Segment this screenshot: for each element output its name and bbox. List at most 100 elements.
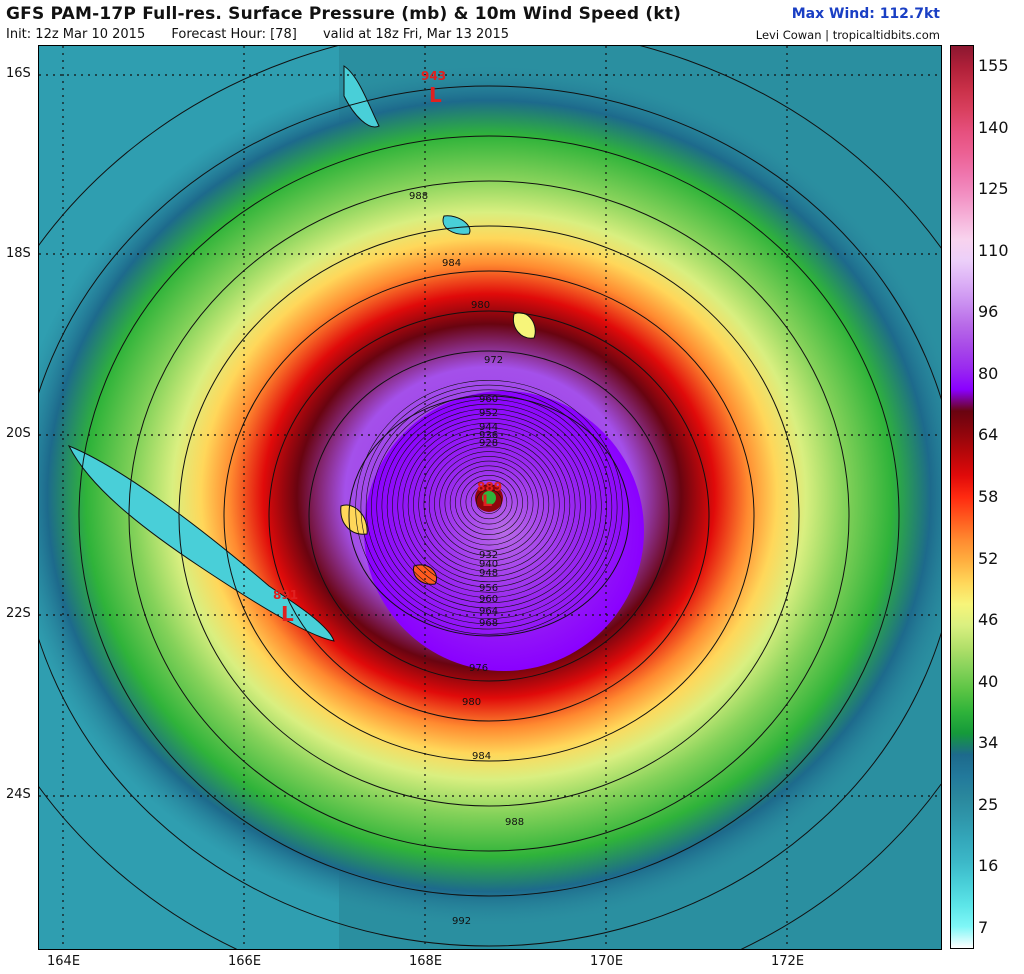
colorbar-tick-label: 96 — [978, 302, 999, 322]
isobar-inner — [423, 441, 555, 567]
isobar-label: 976 — [469, 663, 488, 674]
wind-speed-colorbar — [950, 45, 974, 949]
colorbar-tick-label: 40 — [978, 671, 999, 691]
isobar-inner — [413, 432, 565, 577]
colorbar-tick-label: 64 — [978, 425, 999, 445]
isobar-inner — [428, 446, 550, 562]
isobar-label: 940 — [479, 559, 498, 570]
lat-label: 20S — [6, 426, 31, 441]
isobar-label: 960 — [479, 394, 498, 405]
isobar-label: 988 — [409, 191, 428, 202]
colorbar-tick-label: 110 — [978, 240, 1009, 260]
isobar — [128, 180, 850, 852]
colorbar-tick-label: 34 — [978, 733, 999, 753]
lon-label: 172E — [771, 954, 805, 969]
isobar-label: 964 — [479, 606, 498, 617]
lon-label: 164E — [47, 954, 81, 969]
colorbar-tick-label: 58 — [978, 487, 999, 506]
isobar-inner — [355, 380, 623, 635]
isobar-label: 980 — [462, 697, 481, 708]
isobar — [268, 310, 710, 722]
lat-label: 16S — [6, 66, 31, 81]
colorbar-tick-label: 140 — [978, 117, 1009, 137]
forecast-hour: Forecast Hour: [78] — [171, 27, 297, 42]
isobar-inner — [434, 451, 544, 556]
isobar — [308, 350, 670, 682]
lon-label: 168E — [409, 954, 443, 969]
colorbar-tick-label: 80 — [978, 363, 999, 383]
isobar-inner — [365, 389, 613, 625]
low-value: 889 — [477, 480, 502, 494]
colorbar-tick-label: 25 — [978, 794, 999, 814]
isobar — [223, 270, 755, 762]
isobar-inner — [397, 418, 581, 593]
map-canvas: 988 984 980 972 976 980 984 988 992 960 … — [39, 46, 941, 949]
isobar-inner — [470, 484, 508, 520]
isobar-inner — [407, 427, 571, 583]
isobar-inner — [402, 422, 576, 588]
max-wind-readout: Max Wind: 112.7kt — [791, 6, 940, 22]
isobar-label: 948 — [479, 568, 498, 579]
low-value: 891 — [273, 588, 298, 602]
isobar-label: 984 — [442, 258, 461, 269]
isobar-inner — [449, 465, 529, 541]
forecast-info-line: Init: 12z Mar 10 2015 Forecast Hour: [78… — [6, 27, 531, 42]
isobar-label: 952 — [479, 408, 498, 419]
isobar-inner — [465, 479, 513, 525]
low-value: 943 — [421, 69, 446, 83]
isobar-label: 960 — [479, 594, 498, 605]
island-north — [343, 65, 380, 128]
isobar-label: 988 — [505, 817, 524, 828]
isobar-inner — [360, 384, 618, 630]
isobar-inner — [371, 394, 607, 619]
lat-label: 18S — [6, 246, 31, 261]
isobar — [78, 135, 900, 897]
isobar — [178, 225, 800, 807]
isobar-inner — [455, 470, 523, 535]
isobar-inner — [460, 475, 518, 530]
isobar-inner — [392, 413, 586, 598]
isobar-label: 944 — [479, 422, 498, 433]
isobar — [348, 395, 630, 637]
isobar-inner — [381, 403, 597, 609]
isobar — [39, 85, 941, 947]
credit-text: Levi Cowan | tropicaltidbits.com — [755, 28, 940, 42]
isobar-label: 928 — [479, 438, 498, 449]
colorbar-tick-label: 7 — [978, 918, 989, 937]
new-caledonia-island — [67, 445, 335, 642]
isobars — [39, 46, 941, 949]
low-markers: 943 L 891 L 889 L — [273, 69, 502, 626]
island-small-1 — [442, 215, 471, 235]
isobar-label: 972 — [484, 355, 503, 366]
low-symbol: L — [429, 83, 442, 107]
lon-label: 166E — [228, 954, 262, 969]
colorbar-tick-label: 125 — [978, 179, 1009, 199]
isobar-label: 984 — [472, 751, 491, 762]
isobar-inner — [444, 460, 534, 546]
isobar-inner — [386, 408, 592, 604]
isobar-inner — [476, 489, 502, 514]
colorbar-tick-label: 52 — [978, 548, 999, 568]
low-symbol: L — [281, 602, 294, 626]
init-time: Init: 12z Mar 10 2015 — [6, 27, 146, 42]
isobar-label: 936 — [479, 430, 498, 441]
isobar-label: 992 — [452, 916, 471, 927]
valid-time: valid at 18z Fri, Mar 13 2015 — [322, 27, 510, 42]
lon-label: 170E — [590, 954, 624, 969]
map-title: GFS PAM-17P Full-res. Surface Pressure (… — [6, 4, 682, 24]
lat-label: 22S — [6, 606, 31, 621]
isobar-inner — [376, 399, 602, 614]
island-small-3 — [340, 504, 368, 535]
colorbar-tick-label: 16 — [978, 856, 999, 876]
eye — [482, 491, 496, 505]
weather-map: 988 984 980 972 976 980 984 988 992 960 … — [38, 45, 942, 950]
colorbar-tick-label: 46 — [978, 610, 999, 630]
isobar-inner — [439, 456, 539, 551]
lat-label: 24S — [6, 787, 31, 802]
isobar-label: 980 — [471, 300, 490, 311]
isobar-label: 956 — [479, 583, 498, 594]
isobar-inner — [418, 437, 560, 572]
isobar-label: 968 — [479, 618, 498, 629]
isobar-label: 932 — [479, 550, 498, 561]
colorbar-tick-label: 155 — [978, 56, 1009, 75]
